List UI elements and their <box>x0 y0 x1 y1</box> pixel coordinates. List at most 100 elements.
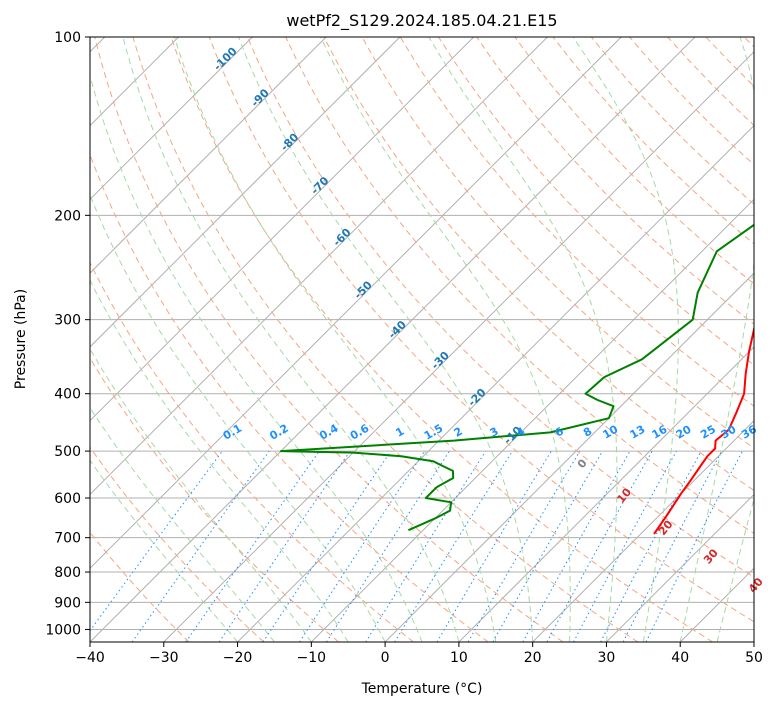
isotherm-line <box>532 419 754 642</box>
isotherm-label: -20 <box>465 386 488 409</box>
y-tick-label: 500 <box>54 444 81 460</box>
moist-adiabat-label: 20 <box>656 518 676 538</box>
mixing-ratio-line <box>365 450 487 642</box>
y-tick-label: 700 <box>54 531 81 547</box>
x-tick-label: −30 <box>149 650 179 666</box>
mixing-ratio-line <box>573 450 677 642</box>
mixing-ratio-line <box>90 450 223 632</box>
isotherm-line <box>384 272 754 642</box>
isotherm-label: -80 <box>278 130 301 153</box>
y-axis-label: Pressure (hPa) <box>13 289 29 389</box>
isotherm-line <box>310 198 754 642</box>
isotherm-label: -90 <box>249 86 272 109</box>
dry-adiabat-line <box>476 37 754 325</box>
moist-adiabat-line <box>572 37 679 642</box>
y-tick-label: 900 <box>54 595 81 611</box>
x-tick-label: 20 <box>524 650 542 666</box>
x-tick-label: 50 <box>745 650 763 666</box>
isotherm-label: -100 <box>211 44 240 73</box>
mixing-ratio-line <box>467 450 581 642</box>
isotherm-line <box>679 567 754 642</box>
mixing-ratio-label: 0.4 <box>317 421 341 442</box>
moist-adiabat-line <box>90 347 312 642</box>
dry-adiabat-line <box>743 37 754 48</box>
isotherm-line <box>90 37 401 348</box>
mixing-ratio-label: 6 <box>553 424 566 439</box>
mixing-ratio-label: 10 <box>600 423 620 442</box>
isotherm-line <box>163 51 754 642</box>
mixing-ratio-label: 1.5 <box>422 422 445 443</box>
dry-adiabat-line <box>132 37 639 642</box>
isotherm-line <box>237 124 754 642</box>
dry-adiabat-line <box>90 153 489 642</box>
moist-adiabat-line <box>122 37 460 642</box>
dry-adiabat-line <box>629 37 754 166</box>
isotherm-label: -40 <box>386 318 409 341</box>
y-tick-label: 1000 <box>45 622 81 638</box>
y-tick-label: 600 <box>54 491 81 507</box>
x-tick-label: −20 <box>223 650 253 666</box>
moist-adiabat-line <box>238 37 534 642</box>
mixing-ratio-line <box>394 450 513 642</box>
moist-adiabat-line <box>716 497 754 642</box>
moist-adiabat-line <box>90 459 238 642</box>
moist-adiabat-line <box>90 193 386 642</box>
mixing-ratio-line <box>218 450 351 642</box>
moist-adiabat-line <box>90 406 275 642</box>
x-tick-label: 10 <box>450 650 468 666</box>
mixing-ratio-label: 1 <box>393 425 406 440</box>
x-tick-label: 0 <box>381 650 390 666</box>
x-tick-label: 40 <box>671 650 689 666</box>
y-tick-label: 300 <box>54 313 81 329</box>
mixing-ratio-label: 0.2 <box>267 422 290 443</box>
mixing-ratio-label: 16 <box>650 423 670 442</box>
profile-lines <box>279 223 754 535</box>
isotherm-line <box>606 493 754 642</box>
mixing-ratio-line <box>436 450 552 642</box>
y-tick-label: 400 <box>54 387 81 403</box>
isotherm-line <box>90 37 475 422</box>
mixing-ratio-line <box>299 450 426 642</box>
isotherm-label: -30 <box>429 349 452 372</box>
x-tick-label: −10 <box>297 650 327 666</box>
dry-adiabat-line <box>590 37 754 205</box>
dry-adiabat-line <box>552 37 754 245</box>
mixing-ratio-label: 25 <box>698 423 718 442</box>
mixing-ratio-line <box>600 450 702 642</box>
plot-frame <box>89 36 755 643</box>
isotherm-line <box>753 641 754 642</box>
isotherm-label: -70 <box>308 174 331 197</box>
mixing-ratio-label: 0.1 <box>221 422 244 443</box>
moist-adiabat-line <box>90 279 349 642</box>
dry-adiabat-line <box>514 37 754 285</box>
moist-adiabat-line <box>173 37 497 642</box>
moist-adiabat-line <box>679 37 754 642</box>
dry-adiabat-line <box>90 357 339 642</box>
mixing-ratio-line <box>185 450 320 642</box>
dry-adiabat-line <box>94 37 564 642</box>
isotherm-line <box>90 37 622 569</box>
y-tick-label: 200 <box>54 208 81 224</box>
mixing-ratio-label: 36 <box>739 423 759 442</box>
mixing-ratio-line <box>325 450 450 642</box>
mixing-ratio-line <box>546 450 653 642</box>
moist-adiabat-label: 0 <box>575 456 590 470</box>
x-ticks: −40 −30 −20 −10 0 10 20 30 40 50 <box>75 642 763 666</box>
mixing-ratio-label: 8 <box>581 425 594 440</box>
moist-adiabat-label: 40 <box>746 575 766 595</box>
dry-adiabat-line <box>208 37 754 623</box>
dry-adiabat-line <box>170 37 713 642</box>
isotherm-line <box>90 37 548 496</box>
mixing-ratio-line <box>131 450 270 642</box>
dry-adiabat-line <box>90 261 414 642</box>
y-tick-label: 800 <box>54 565 81 581</box>
dry-adiabat-line <box>438 37 754 366</box>
mixing-ratio-line <box>262 450 392 642</box>
y-ticks: 100 200 300 400 500 600 700 800 900 1000 <box>45 30 90 638</box>
moist-adiabat-line <box>320 37 571 642</box>
mixing-ratio-label: 2 <box>452 425 465 440</box>
dewpoint-profile-line <box>279 223 754 532</box>
mixing-ratio-label: 20 <box>674 423 694 442</box>
isotherm-label: -50 <box>352 278 375 301</box>
